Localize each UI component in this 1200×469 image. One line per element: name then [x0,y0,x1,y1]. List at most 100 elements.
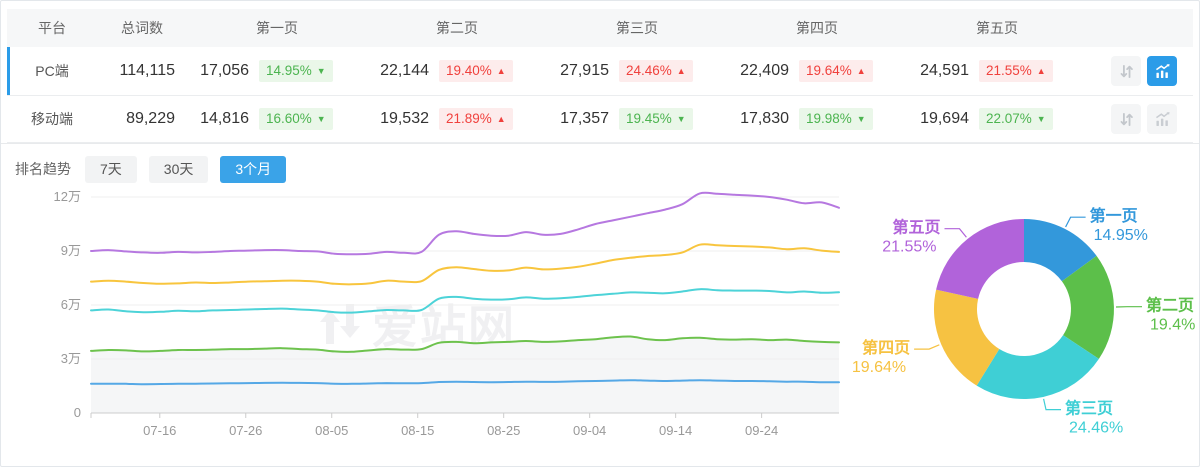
down-triangle-icon: ▼ [316,113,326,124]
col-header-page-5: 第五页 [976,20,1018,36]
donut-label-pct: 21.55% [882,238,936,255]
col-header-page-2: 第二页 [436,20,478,36]
trend-line-chart-area: 爱站网 0 3万 6万 9万 12万 07-16 07-26 08-05 08-15 08-25 0… [15,191,850,451]
total-words-value: 89,229 [126,110,175,127]
col-header-page-3: 第三页 [616,20,658,36]
show-trend-button[interactable] [1147,56,1177,86]
up-triangle-icon: ▲ [496,113,506,124]
label-leader-line [1065,216,1086,228]
sort-arrows-icon [1120,64,1133,78]
x-axis-label: 09-04 [573,423,606,438]
series-line-0 [90,378,840,385]
page-5-count: 19,694 [920,110,969,127]
donut-slice-第二页[interactable] [1061,255,1114,359]
table-header-row: 平台 总词数 第一页 第二页 第三页 第四页 第五页 [7,9,1193,47]
trend-chart-icon [1155,111,1170,126]
x-axis-label: 09-24 [745,423,778,438]
page-2-pct-badge: 21.89% ▲ [439,107,513,131]
table-body: PC端 114,115 17,056 14.95% ▼ 22,144 19.40% ▲ 2… [7,47,1193,143]
page-3-pct-badge: 24.46% ▲ [619,59,693,83]
trend-section: 排名趋势 7天 30天 3个月 爱站网 0 3万 6万 9万 12万 07-16 07-26 08… [1,144,1199,451]
trend-section-title: 排名趋势 [15,161,71,178]
donut-label-pct: 19.4% [1150,316,1195,333]
x-axis-label: 09-14 [659,423,692,438]
show-trend-button[interactable] [1147,104,1177,134]
col-header-page-4: 第四页 [796,20,838,36]
page-5-pct-badge: 22.07% ▼ [979,107,1053,131]
x-axis-label: 07-26 [229,423,262,438]
page-3-count: 27,915 [560,62,609,79]
range-tab-3个月[interactable]: 3个月 [220,156,287,183]
sort-arrows-icon [1120,112,1133,126]
series-line-2 [90,287,840,314]
up-triangle-icon: ▲ [496,65,506,76]
donut-slice-第四页[interactable] [933,289,1000,386]
donut-label-name: 第三页 [1065,398,1113,417]
page-distribution-donut: 第一页 14.95% 第二页 19.4% 第三页 24.46% 第四页 19.64% 第五页 21… [852,206,1196,436]
section-divider [1,143,1199,144]
trend-line-chart: 0 3万 6万 9万 12万 07-16 07-26 08-05 08-15 08-25 09-04… [54,191,840,438]
aizhan-logo-icon [320,303,360,344]
table-row-pc[interactable]: PC端 114,115 17,056 14.95% ▼ 22,144 19.40% ▲ 2… [7,47,1193,95]
label-leader-line [914,344,940,350]
donut-slice-第五页[interactable] [936,218,1024,299]
y-axis-label: 9万 [61,243,81,258]
down-triangle-icon: ▼ [676,113,686,124]
x-axis-label: 08-15 [401,423,434,438]
col-header-total-words: 总词数 [121,20,163,36]
x-axis-label: 07-16 [143,423,176,438]
y-axis-label: 12万 [54,191,81,204]
donut-label-name: 第一页 [1090,206,1138,225]
label-leader-line [1043,398,1061,410]
down-triangle-icon: ▼ [856,113,866,124]
donut-label-name: 第二页 [1146,295,1194,314]
page-1-count: 14,816 [200,110,249,127]
page-1-pct-badge: 14.95% ▼ [259,59,333,83]
page-1-pct-badge: 16.60% ▼ [259,107,333,131]
trend-chart-icon [1155,63,1170,78]
x-axis-label: 08-05 [315,423,348,438]
down-triangle-icon: ▼ [1036,113,1046,124]
donut-slice-第三页[interactable] [976,334,1099,399]
down-triangle-icon: ▼ [316,65,326,76]
trend-header: 排名趋势 7天 30天 3个月 [15,156,1199,183]
donut-label-pct: 19.64% [852,359,906,376]
range-tab-30天[interactable]: 30天 [148,156,209,183]
up-triangle-icon: ▲ [676,65,686,76]
donut-label-name: 第四页 [862,338,910,357]
table-row-mobile[interactable]: 移动端 89,229 14,816 16.60% ▼ 19,532 21.89% ▲ 17… [7,95,1193,143]
page-2-pct-badge: 19.40% ▲ [439,59,513,83]
donut-slice-第一页[interactable] [1024,218,1097,282]
page-5-pct-badge: 21.55% ▲ [979,59,1053,83]
range-tabs: 7天 30天 3个月 [85,156,287,183]
platform-label: PC端 [35,63,69,79]
donut-label-pct: 24.46% [1069,419,1123,436]
up-triangle-icon: ▲ [1036,65,1046,76]
up-triangle-icon: ▲ [856,65,866,76]
page-distribution-area: 第一页 14.95% 第二页 19.4% 第三页 24.46% 第四页 19.64% 第五页 21… [852,191,1199,449]
page-4-pct-badge: 19.98% ▼ [799,107,873,131]
y-axis-label: 6万 [61,297,81,312]
sort-button[interactable] [1111,56,1141,86]
col-header-platform: 平台 [38,20,66,36]
series-line-3 [90,243,840,286]
y-axis-label: 3万 [61,351,81,366]
donut-label-pct: 14.95% [1094,227,1148,244]
col-header-page-1: 第一页 [256,20,298,36]
donut-label-name: 第五页 [892,217,940,236]
range-tab-7天[interactable]: 7天 [85,156,137,183]
page-3-pct-badge: 19.45% ▼ [619,107,693,131]
page-2-count: 19,532 [380,110,429,127]
sort-button[interactable] [1111,104,1141,134]
series-line-4 [90,191,840,255]
page-4-pct-badge: 19.64% ▲ [799,59,873,83]
page-5-count: 24,591 [920,62,969,79]
page-3-count: 17,357 [560,110,609,127]
y-axis-label: 0 [74,405,81,420]
page-2-count: 22,144 [380,62,429,79]
rank-table: 平台 总词数 第一页 第二页 第三页 第四页 第五页 PC端 114,115 17… [1,1,1199,143]
page-4-count: 22,409 [740,62,789,79]
x-axis-label: 08-25 [487,423,520,438]
platform-label: 移动端 [31,111,73,127]
